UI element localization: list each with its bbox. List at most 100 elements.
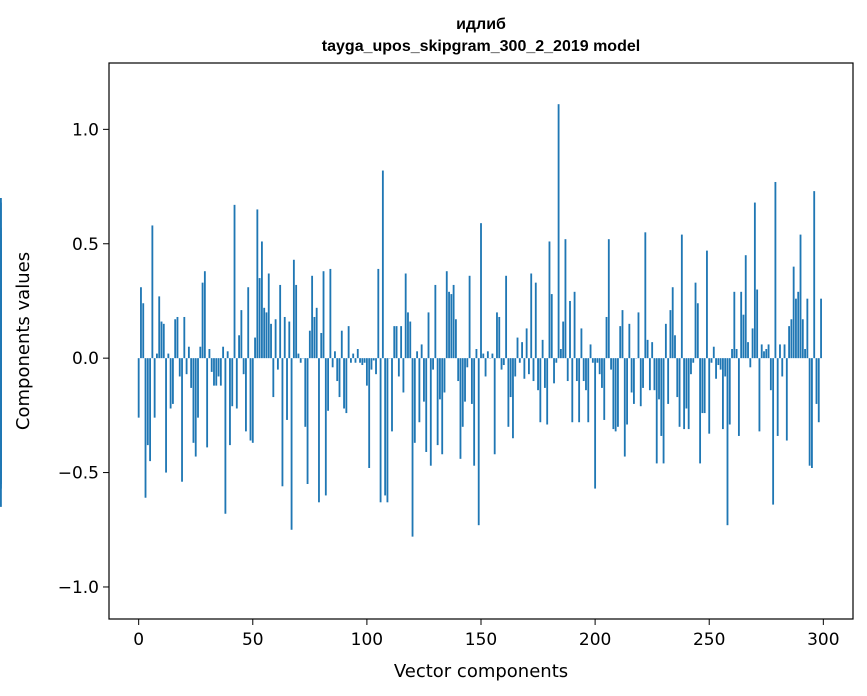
y-tick-label-0: −1.0 — [58, 578, 99, 598]
bar-152 — [484, 358, 487, 377]
bar-23 — [190, 358, 193, 388]
bar-160 — [502, 358, 505, 366]
bar-235 — [674, 335, 676, 359]
bar-124 — [420, 344, 423, 359]
bar-283 — [783, 344, 786, 359]
bar-269 — [751, 328, 754, 359]
bar-86 — [334, 351, 336, 359]
bar-54 — [261, 241, 263, 359]
bar-33 — [213, 358, 215, 386]
bar-247 — [701, 358, 704, 414]
bar-50 — [251, 358, 254, 443]
bar-233 — [669, 310, 672, 359]
bar-169 — [523, 358, 526, 379]
bar-67 — [290, 358, 293, 530]
bar-93 — [350, 358, 352, 363]
bar-39 — [226, 351, 229, 359]
bar-216 — [630, 358, 633, 393]
bar-286 — [790, 319, 793, 359]
bar-31 — [208, 349, 211, 359]
bar-225 — [651, 342, 654, 359]
bar-17 — [176, 316, 179, 359]
bar-289 — [797, 291, 800, 359]
bar-161 — [505, 275, 508, 359]
bar-292 — [804, 349, 806, 359]
x-tick-label-250: 250 — [693, 630, 725, 650]
bar-259 — [728, 358, 731, 425]
bar-217 — [633, 358, 635, 404]
bar-201 — [596, 358, 599, 363]
bar-1 — [140, 287, 142, 359]
bar-45 — [240, 310, 243, 359]
bar-88 — [338, 358, 341, 398]
bar-19 — [181, 358, 183, 482]
bar-20 — [183, 316, 186, 359]
bar-284 — [785, 358, 788, 441]
bar-121 — [413, 358, 416, 443]
bar-240 — [685, 358, 688, 409]
bar-141 — [459, 358, 462, 459]
bar-177 — [541, 339, 544, 359]
bar-166 — [516, 337, 519, 359]
bar-134 — [443, 358, 446, 393]
bar-155 — [491, 353, 494, 359]
bar-22 — [187, 346, 190, 359]
bar-243 — [692, 358, 695, 363]
bar-282 — [781, 358, 784, 377]
bar-173 — [532, 358, 535, 382]
y-tick-label-3: 0.5 — [72, 235, 99, 255]
bar-220 — [639, 358, 642, 407]
bar-242 — [690, 358, 692, 375]
bar-43 — [235, 358, 238, 409]
bar-224 — [648, 358, 651, 391]
bar-126 — [425, 358, 428, 452]
bar-268 — [749, 358, 752, 368]
bar-102 — [370, 358, 373, 370]
bar-167 — [518, 358, 521, 363]
bar-228 — [658, 358, 660, 400]
bar-2 — [142, 303, 145, 359]
bar-127 — [427, 312, 430, 359]
bar-143 — [464, 358, 466, 402]
x-tick-label-0: 0 — [133, 630, 144, 650]
bar-296 — [813, 191, 816, 359]
bar-106 — [379, 358, 382, 503]
bar-95 — [354, 358, 357, 363]
bar-42 — [233, 204, 236, 359]
bar-5 — [149, 358, 151, 462]
bar-239 — [683, 358, 686, 430]
bar-299 — [820, 298, 822, 359]
bar-130 — [434, 284, 437, 359]
bar-165 — [514, 358, 517, 377]
bar-253 — [715, 358, 717, 379]
bar-241 — [687, 358, 690, 430]
bar-297 — [815, 358, 818, 404]
bar-258 — [726, 358, 729, 526]
bar-151 — [482, 353, 485, 359]
bar-104 — [375, 358, 377, 375]
bar-4 — [146, 358, 149, 446]
bar-199 — [591, 358, 594, 363]
bar-195 — [582, 358, 585, 382]
bar-65 — [286, 358, 288, 420]
bar-190 — [571, 358, 574, 423]
bar-162 — [507, 358, 510, 427]
bar-265 — [742, 314, 745, 359]
bar-94 — [352, 353, 355, 359]
bar-63 — [281, 358, 284, 487]
bar-288 — [795, 298, 797, 359]
bar-114 — [397, 358, 400, 377]
bar-96 — [356, 349, 359, 359]
bar-146 — [470, 358, 473, 404]
bar-208 — [612, 358, 615, 430]
bar-117 — [404, 273, 407, 359]
bar-115 — [400, 326, 403, 359]
bar-281 — [779, 344, 781, 359]
bar-251 — [710, 358, 713, 363]
bar-261 — [733, 291, 736, 359]
bar-79 — [318, 358, 320, 503]
bar-285 — [788, 326, 791, 359]
bar-64 — [283, 316, 286, 359]
bar-229 — [660, 358, 663, 436]
bar-214 — [626, 358, 628, 425]
